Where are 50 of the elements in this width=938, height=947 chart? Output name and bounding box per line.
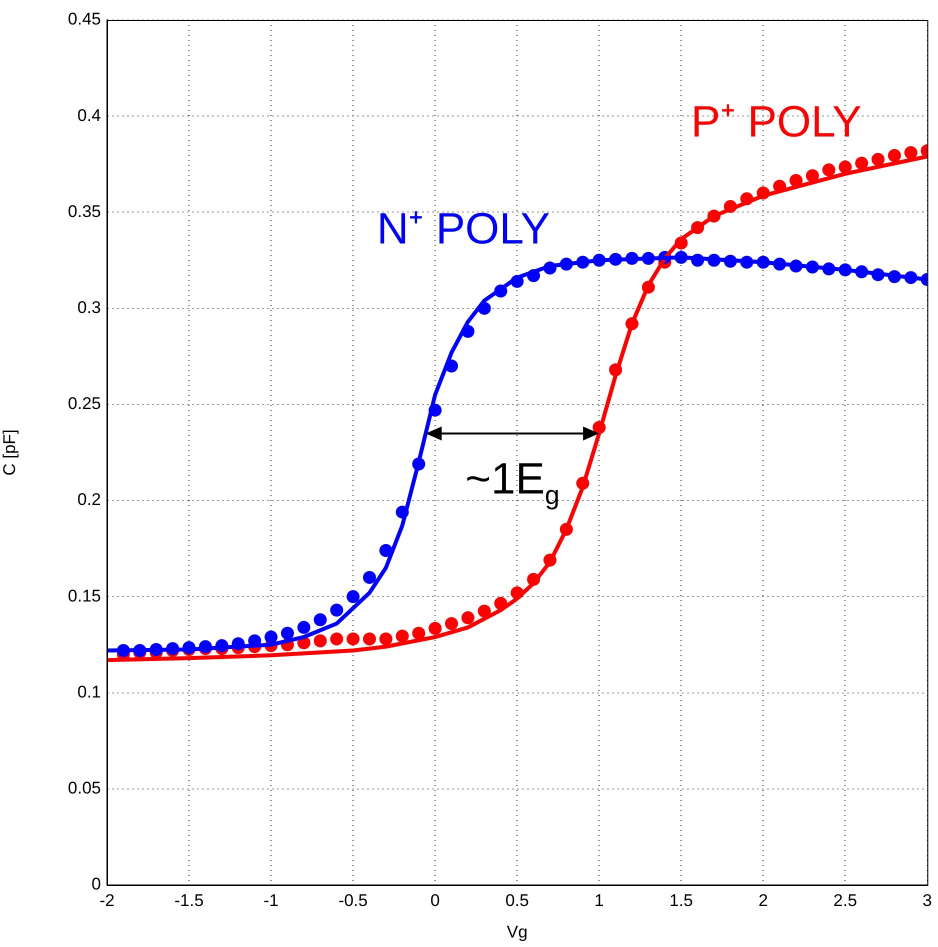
- point: [330, 632, 344, 646]
- y-tick-label: 0.35: [68, 202, 101, 221]
- y-tick-label: 0.2: [77, 490, 101, 510]
- point: [855, 156, 868, 170]
- point: [872, 152, 885, 166]
- point: [346, 632, 360, 646]
- y-axis-title: C [pF]: [0, 429, 19, 476]
- y-tick-label: 0.05: [68, 778, 101, 798]
- x-tick-label: 2.5: [833, 890, 858, 910]
- point: [379, 632, 392, 646]
- point: [461, 611, 474, 624]
- point: [314, 634, 327, 648]
- y-tick-label: 0.25: [68, 394, 101, 414]
- point: [412, 626, 426, 640]
- point: [822, 163, 836, 176]
- y-tick-label: 0.4: [77, 106, 101, 125]
- y-tick-label: 0.15: [68, 586, 101, 606]
- x-tick-label: -1.5: [174, 890, 204, 910]
- point: [346, 590, 360, 604]
- x-tick-label: 0: [430, 890, 440, 910]
- series-label: N⁺ POLY: [376, 204, 550, 254]
- point: [297, 620, 310, 634]
- y-tick-label: 0: [92, 874, 101, 894]
- point: [280, 626, 294, 640]
- y-tick-label: 0.1: [77, 682, 101, 702]
- x-tick-label: 3: [922, 890, 932, 910]
- point: [362, 570, 376, 584]
- x-tick-label: 1: [594, 890, 604, 910]
- y-tick-label: 0.3: [77, 298, 101, 318]
- x-tick-label: 2: [758, 890, 768, 910]
- x-tick-label: 1.5: [669, 890, 694, 910]
- point: [904, 146, 918, 160]
- point: [330, 604, 344, 617]
- point: [838, 160, 852, 174]
- x-tick-label: -2: [99, 890, 115, 910]
- x-tick-label: 0.5: [505, 890, 529, 910]
- point: [362, 632, 376, 646]
- point: [888, 149, 901, 162]
- point: [264, 630, 278, 644]
- point: [806, 169, 819, 182]
- point: [478, 604, 491, 618]
- x-tick-label: -1: [263, 890, 279, 910]
- point: [428, 622, 442, 635]
- point: [314, 613, 327, 626]
- point: [396, 630, 409, 643]
- x-tick-label: -0.5: [338, 890, 368, 910]
- series-label: P⁺ POLY: [690, 98, 862, 147]
- x-axis-title: Vg: [506, 922, 528, 942]
- y-tick-label: 0.45: [68, 10, 101, 29]
- point: [445, 617, 458, 630]
